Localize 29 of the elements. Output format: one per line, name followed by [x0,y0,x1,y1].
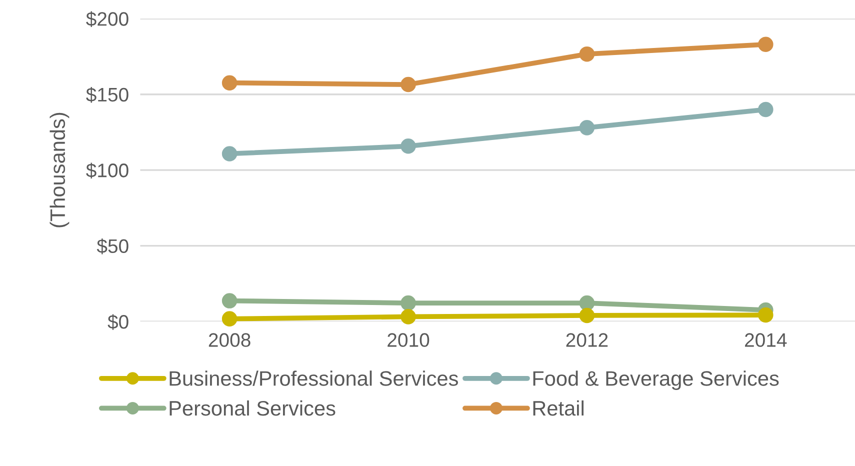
y-tick-label: $100 [86,162,128,178]
point [758,102,774,118]
point [758,307,774,323]
point [579,308,595,324]
y-tick-label: $50 [96,238,128,254]
point [579,120,595,136]
point [400,76,416,92]
point [400,309,416,324]
point [579,46,595,62]
x-tick-label: 2014 [745,333,787,347]
y-tick-label: $0 [108,314,128,330]
legend-label: Business/Professional Services [170,370,458,386]
point [758,36,774,52]
point [222,311,238,326]
y-tick-label: $150 [86,87,128,103]
point [222,146,238,162]
point [400,138,416,154]
x-tick-label: 2012 [566,333,608,347]
y-tick-label: $200 [86,11,128,28]
x-tick-label: 2010 [388,333,430,347]
point [222,75,238,90]
point [400,295,416,311]
legend-label: Food & Beverage Services [533,370,779,390]
point [579,295,595,311]
legend-label: Personal Services [170,400,336,416]
legend-label: Retail [533,400,584,416]
point [222,293,238,308]
y-axis-title: (Thousands) [50,112,70,228]
x-tick-label: 2008 [208,333,250,347]
